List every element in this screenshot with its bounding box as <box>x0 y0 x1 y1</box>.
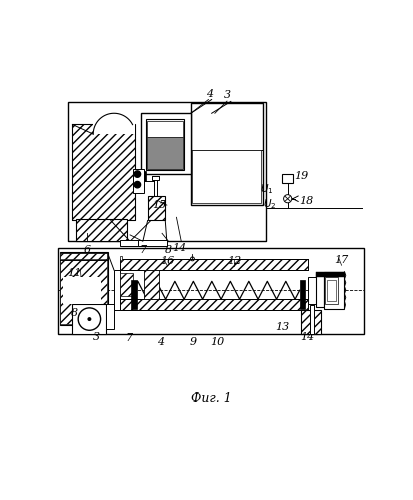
Bar <box>148 196 165 220</box>
Circle shape <box>134 182 140 188</box>
Text: 4: 4 <box>157 336 165 346</box>
Bar <box>191 102 263 205</box>
Bar <box>147 120 183 136</box>
Text: 16: 16 <box>160 256 175 266</box>
Bar <box>93 112 135 134</box>
Bar <box>121 240 140 246</box>
Text: 10: 10 <box>210 336 225 346</box>
Text: 7: 7 <box>126 333 133 343</box>
Bar <box>120 256 122 260</box>
Circle shape <box>134 171 140 177</box>
Bar <box>145 270 159 299</box>
Text: 4: 4 <box>206 89 213 99</box>
Bar <box>192 150 261 203</box>
Bar <box>324 272 344 308</box>
Bar <box>152 176 159 180</box>
Bar <box>316 272 344 276</box>
Text: 6: 6 <box>84 245 91 255</box>
Bar <box>316 274 324 307</box>
Circle shape <box>88 318 91 320</box>
Circle shape <box>285 196 291 202</box>
Bar <box>58 248 364 334</box>
Bar <box>121 274 133 295</box>
Bar <box>138 240 167 246</box>
Text: Фиг. 1: Фиг. 1 <box>191 392 232 404</box>
Text: 19: 19 <box>294 171 308 181</box>
Bar <box>282 174 293 182</box>
Text: 8: 8 <box>165 245 172 255</box>
Bar <box>60 253 107 324</box>
Bar <box>63 276 101 303</box>
Bar <box>308 276 316 303</box>
Text: 9: 9 <box>190 336 197 346</box>
Bar <box>131 280 137 308</box>
Bar <box>310 306 314 334</box>
Text: 17: 17 <box>335 256 349 266</box>
Bar <box>300 280 306 308</box>
Bar <box>60 253 107 259</box>
Bar <box>72 124 135 220</box>
Bar <box>325 276 338 303</box>
Text: 14: 14 <box>172 243 186 253</box>
Text: 13: 13 <box>275 322 290 332</box>
Bar <box>141 114 191 174</box>
Text: $U_1$: $U_1$ <box>260 182 274 196</box>
Circle shape <box>284 195 292 202</box>
Bar <box>147 136 183 168</box>
Bar <box>72 304 106 334</box>
Text: 18: 18 <box>299 196 313 206</box>
Bar <box>145 171 146 181</box>
Text: 3: 3 <box>224 90 231 101</box>
Bar <box>121 259 308 270</box>
Bar <box>133 170 145 194</box>
Bar <box>59 252 108 324</box>
Bar <box>106 304 114 330</box>
Text: 12: 12 <box>227 256 241 266</box>
Text: $U_2$: $U_2$ <box>263 198 277 211</box>
Bar <box>146 118 185 170</box>
Text: 7: 7 <box>139 245 147 255</box>
Text: 14: 14 <box>300 332 314 342</box>
Bar <box>76 219 127 242</box>
Text: 15: 15 <box>152 200 166 210</box>
Text: 3: 3 <box>93 332 100 342</box>
Bar <box>301 310 321 334</box>
Bar <box>114 270 121 310</box>
Text: 8: 8 <box>71 308 78 318</box>
Bar <box>121 299 308 310</box>
Bar <box>327 280 337 300</box>
Bar <box>68 102 266 242</box>
Text: 11: 11 <box>67 268 81 278</box>
